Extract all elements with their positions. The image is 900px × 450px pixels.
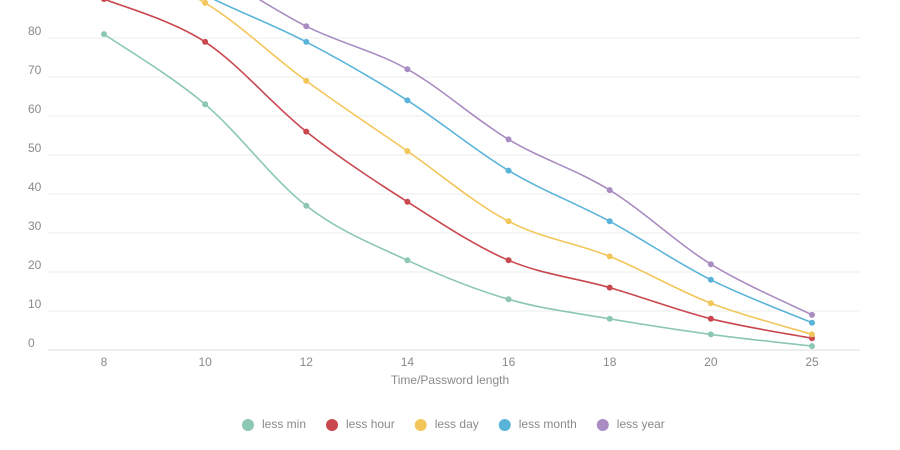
point xyxy=(202,38,209,45)
y-tick-label: 60 xyxy=(28,102,42,116)
legend-swatch xyxy=(596,419,609,431)
point xyxy=(707,300,714,307)
y-tick-label: 80 xyxy=(28,24,42,38)
x-tick-label: 12 xyxy=(300,355,314,369)
y-tick-label: 50 xyxy=(28,141,42,155)
point xyxy=(404,148,411,155)
y-tick-label: 70 xyxy=(28,63,42,77)
point xyxy=(404,257,411,264)
y-tick-label: 30 xyxy=(28,219,42,233)
line xyxy=(198,0,813,336)
legend-label: less month xyxy=(519,417,577,431)
point xyxy=(606,284,613,291)
x-tick-label: 16 xyxy=(502,355,516,369)
point xyxy=(505,257,512,264)
point xyxy=(606,187,613,194)
point xyxy=(202,0,209,6)
line xyxy=(258,0,813,316)
y-tick-label: 40 xyxy=(28,180,42,194)
point xyxy=(606,253,613,260)
legend-swatch xyxy=(414,419,427,431)
point xyxy=(303,128,310,135)
x-axis-label: Time/Password length xyxy=(391,373,509,387)
line xyxy=(103,33,813,347)
point xyxy=(707,261,714,268)
point xyxy=(606,315,613,322)
x-tick-label: 8 xyxy=(101,355,108,369)
x-tick-label: 25 xyxy=(805,355,819,369)
point xyxy=(303,38,310,45)
point xyxy=(101,31,107,38)
point xyxy=(303,202,310,209)
x-tick-label: 18 xyxy=(603,355,617,369)
point xyxy=(809,319,815,326)
x-tick-label: 10 xyxy=(198,355,212,369)
y-tick-label: 10 xyxy=(28,297,42,311)
y-tick-label: 0 xyxy=(28,336,35,350)
point xyxy=(202,101,209,108)
point xyxy=(809,343,815,350)
line xyxy=(104,0,813,340)
line xyxy=(213,0,813,324)
legend-label: less day xyxy=(435,417,479,431)
point xyxy=(707,331,714,338)
y-tick-label: 20 xyxy=(28,258,42,272)
point xyxy=(505,218,512,225)
legend-label: less hour xyxy=(346,417,395,431)
point xyxy=(809,311,815,318)
point xyxy=(505,167,512,174)
legend-label: less min xyxy=(262,417,306,431)
point xyxy=(707,315,714,322)
point xyxy=(303,23,310,30)
point xyxy=(101,0,107,2)
point xyxy=(505,136,512,143)
legend-swatch xyxy=(498,419,511,431)
point xyxy=(404,66,411,73)
x-tick-label: 20 xyxy=(704,355,718,369)
point xyxy=(404,198,411,205)
point xyxy=(404,97,411,104)
point xyxy=(505,296,512,303)
point xyxy=(809,331,815,338)
legend-label: less year xyxy=(617,417,665,431)
legend-swatch xyxy=(326,419,339,431)
legend-swatch xyxy=(242,419,254,431)
point xyxy=(303,77,310,84)
point xyxy=(707,276,714,283)
point xyxy=(606,218,613,225)
x-tick-label: 14 xyxy=(401,355,415,369)
